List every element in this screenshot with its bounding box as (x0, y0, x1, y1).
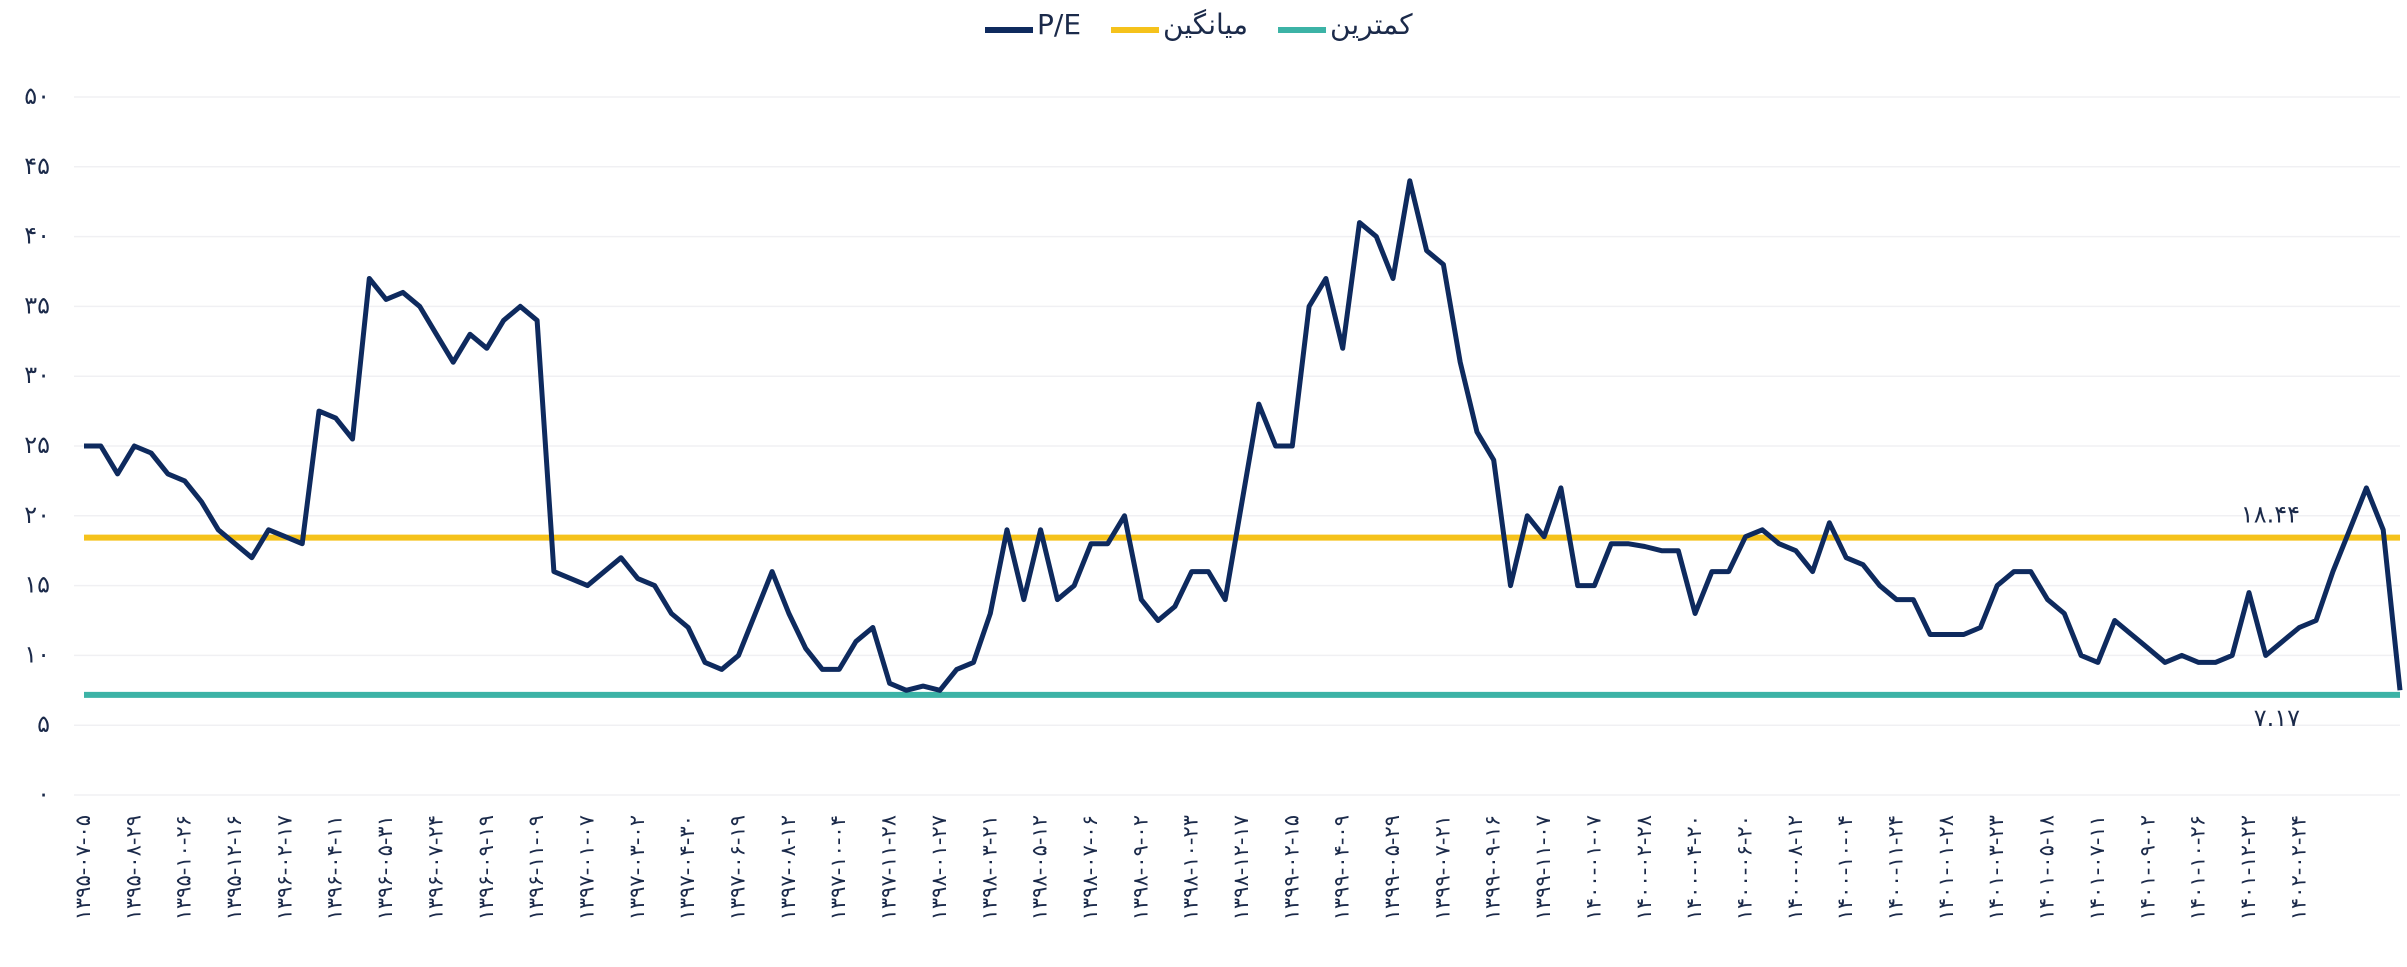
x-tick-label: ۱۴۰۰-۰۶-۲۰ (1732, 815, 1756, 920)
y-tick-label: ۴۰ (24, 222, 50, 250)
x-tick-label: ۱۴۰۱-۰۷-۱۱ (2085, 815, 2109, 920)
legend-label: میانگین (1163, 8, 1248, 41)
x-tick-label: ۱۴۰۰-۰۲-۲۸ (1632, 815, 1656, 920)
x-tick-label: ۱۳۹۵-۱۰-۲۶ (172, 815, 196, 920)
x-tick-label: ۱۴۰۰-۱۱-۲۴ (1884, 815, 1908, 920)
x-tick-label: ۱۳۹۹-۰۲-۱۵ (1279, 815, 1303, 920)
x-tick-label: ۱۴۰۱-۰۵-۱۸ (2035, 815, 2059, 920)
x-tick-label: ۱۴۰۰-۰۸-۱۲ (1783, 815, 1807, 920)
x-tick-label: ۱۳۹۹-۰۷-۲۱ (1430, 815, 1454, 920)
y-tick-label: ۱۰ (24, 640, 50, 668)
reference-label: ۷.۱۷ (2254, 704, 2300, 732)
x-tick-label: ۱۳۹۷-۱۱-۲۸ (877, 815, 901, 920)
reference-label: ۱۸.۴۴ (2241, 501, 2300, 529)
x-tick-label: ۱۳۹۵-۱۲-۱۶ (222, 815, 246, 920)
x-tick-label: ۱۳۹۶-۰۲-۱۷ (272, 815, 296, 920)
x-tick-label: ۱۳۹۹-۰۴-۰۹ (1330, 815, 1354, 920)
x-tick-label: ۱۳۹۷-۱۰-۰۴ (826, 815, 850, 920)
x-tick-label: ۱۳۹۸-۱۰-۲۳ (1179, 815, 1203, 920)
x-tick-label: ۱۴۰۲-۰۲-۲۴ (2286, 815, 2310, 920)
y-tick-label: ۳۰ (24, 361, 50, 389)
x-tick-label: ۱۳۹۸-۱۲-۱۷ (1229, 815, 1253, 920)
x-tick-label: ۱۳۹۶-۰۷-۲۴ (423, 815, 447, 920)
y-tick-label: ۲۵ (24, 431, 50, 459)
y-tick-label: ۰ (37, 780, 50, 808)
x-tick-label: ۱۳۹۵-۰۷-۰۵ (71, 815, 95, 920)
pe-line (84, 178, 2403, 693)
legend-label: P/E (1037, 8, 1081, 41)
x-tick-label: ۱۳۹۸-۰۵-۱۲ (1028, 815, 1052, 920)
x-tick-label: ۱۳۹۸-۰۱-۲۷ (927, 815, 951, 920)
x-tick-label: ۱۳۹۶-۰۵-۳۱ (373, 815, 397, 920)
x-tick-label: ۱۴۰۱-۰۹-۰۲ (2135, 815, 2159, 920)
x-tick-label: ۱۴۰۰-۰۱-۰۷ (1581, 815, 1605, 920)
x-tick-label: ۱۳۹۹-۱۱-۰۷ (1531, 815, 1555, 920)
y-tick-label: ۲۰ (24, 501, 50, 529)
x-tick-label: ۱۴۰۰-۱۰-۰۴ (1833, 815, 1857, 920)
x-tick-label: ۱۴۰۱-۰۳-۲۳ (1984, 815, 2008, 920)
y-tick-label: ۱۵ (24, 571, 50, 599)
y-tick-label: ۳۵ (24, 291, 50, 319)
x-tick-label: ۱۳۹۵-۰۸-۲۹ (121, 815, 145, 920)
y-tick-label: ۴۵ (24, 152, 50, 180)
x-tick-label: ۱۳۹۸-۰۷-۰۶ (1078, 815, 1102, 920)
x-tick-label: ۱۴۰۰-۰۴-۲۰ (1682, 815, 1706, 920)
y-tick-label: ۵ (37, 710, 50, 738)
x-tick-label: ۱۴۰۱-۰۱-۲۸ (1934, 815, 1958, 920)
x-tick-label: ۱۴۰۱-۱۰-۲۶ (2186, 815, 2210, 920)
x-tick-label: ۱۳۹۷-۰۱-۰۷ (574, 815, 598, 920)
x-tick-label: ۱۳۹۹-۰۹-۱۶ (1481, 815, 1505, 920)
x-tick-label: ۱۴۰۱-۱۲-۲۲ (2236, 815, 2260, 920)
x-tick-label: ۱۳۹۶-۰۴-۱۱ (323, 815, 347, 920)
x-tick-label: ۱۳۹۸-۰۳-۲۱ (977, 815, 1001, 920)
x-tick-label: ۱۳۹۷-۰۳-۰۲ (625, 815, 649, 920)
x-tick-label: ۱۳۹۶-۱۱-۰۹ (524, 815, 548, 920)
x-tick-label: ۱۳۹۷-۰۸-۱۲ (776, 815, 800, 920)
x-tick-label: ۱۳۹۸-۰۹-۰۲ (1128, 815, 1152, 920)
x-tick-label: ۱۳۹۷-۰۴-۳۰ (675, 815, 699, 920)
y-tick-label: ۵۰ (24, 82, 50, 110)
x-tick-label: ۱۳۹۶-۰۹-۱۹ (474, 815, 498, 920)
x-tick-label: ۱۳۹۷-۰۶-۱۹ (726, 815, 750, 920)
legend-label: کمترین (1330, 8, 1413, 41)
x-tick-label: ۱۳۹۹-۰۵-۲۹ (1380, 815, 1404, 920)
